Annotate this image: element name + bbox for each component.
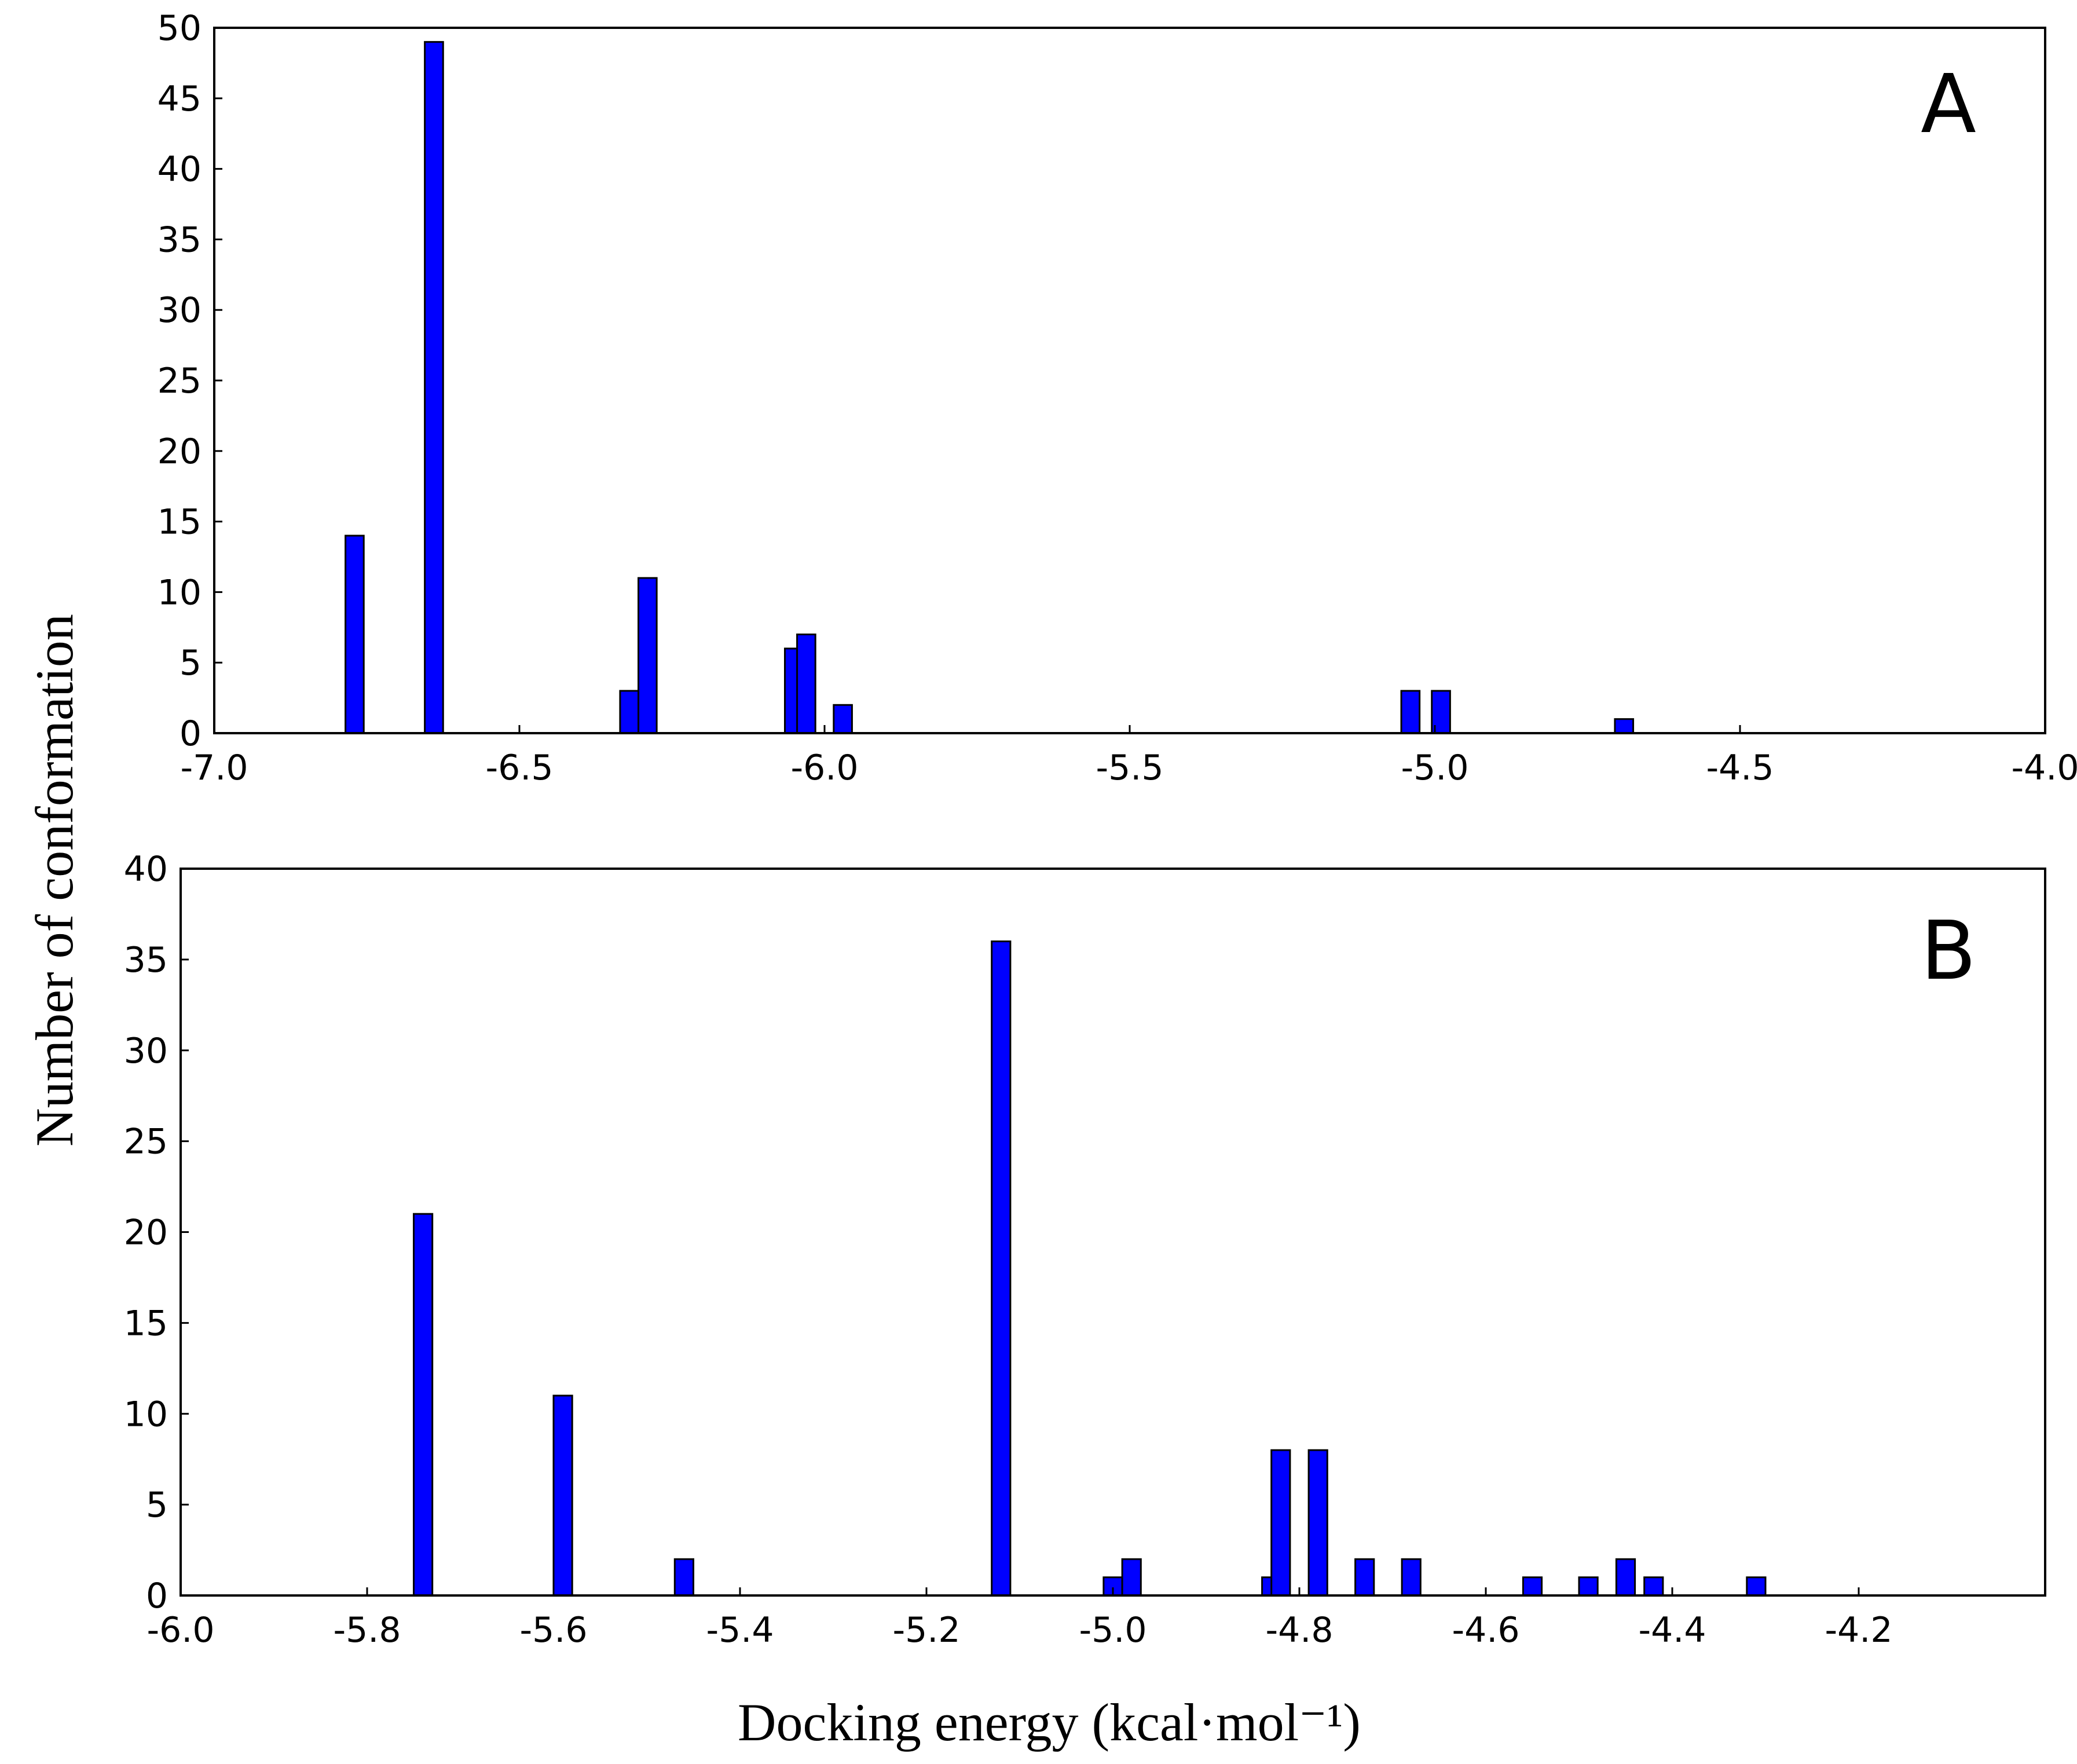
panel-a-y-tick-label: 45 — [157, 79, 202, 119]
panel-b-bar — [1307, 1449, 1328, 1597]
panel-a-y-tick-label: 40 — [157, 149, 202, 190]
panel-b-x-ticks: -6.0 -5.8 -5.6 -5.4 -5.2 -5.0 -4.8 -4.6 -4.4 -4.2 — [146, 1587, 1893, 1650]
panel-b-y-tick-label: 0 — [146, 1576, 168, 1616]
panel-b-x-tick-label: -5.8 — [333, 1610, 401, 1650]
panel-a-x-tick-label: -6.0 — [790, 748, 858, 788]
panel-a-bar — [833, 704, 853, 734]
panel-b-label: B — [1921, 904, 1976, 998]
panel-b-bar — [1270, 1449, 1291, 1597]
panel-a-y-ticks: 0 5 10 15 20 25 30 35 40 45 50 — [157, 8, 222, 754]
panel-b-bar — [1643, 1576, 1664, 1597]
panel-b-bar — [413, 1213, 434, 1597]
panel-b-bar — [552, 1395, 573, 1597]
x-axis-title: Docking energy (kcal·mol⁻¹) — [738, 1693, 1361, 1752]
panel-a-y-tick-label: 25 — [157, 361, 202, 401]
panel-b-bar — [673, 1558, 695, 1597]
panel-b-x-tick-label: -5.4 — [706, 1610, 774, 1650]
panel-b-y-tick-label: 10 — [124, 1394, 168, 1434]
panel-b-bar — [991, 940, 1012, 1597]
panel-b-bar — [1578, 1576, 1599, 1597]
panel-b-x-tick-label: -4.6 — [1452, 1610, 1519, 1650]
panel-b-bar — [1401, 1558, 1422, 1597]
panel-a-y-tick-label: 30 — [157, 290, 202, 331]
panel-a-bar — [345, 535, 365, 734]
panel-a-bar — [619, 690, 640, 734]
panel-a-y-tick-label: 0 — [180, 713, 202, 754]
panel-a-y-tick-label: 20 — [157, 431, 202, 472]
panel-b: 0 5 10 15 20 25 30 35 40 -6.0 -5.8 -5.6 -5.4 -5.2 -5.… — [124, 849, 2046, 1650]
y-axis-title: Number of conformation — [25, 614, 84, 1147]
panel-b-x-tick-label: -4.4 — [1638, 1610, 1706, 1650]
panel-a-x-tick-label: -4.5 — [1706, 748, 1774, 788]
panel-b-x-tick-label: -4.2 — [1825, 1610, 1892, 1650]
panel-b-y-tick-label: 25 — [124, 1122, 168, 1162]
panel-b-bars — [413, 940, 1767, 1597]
panel-a-y-tick-label: 10 — [157, 572, 202, 613]
panel-a-bar — [1614, 718, 1635, 734]
panel-a-label: A — [1921, 57, 1976, 152]
panel-b-x-tick-label: -5.2 — [892, 1610, 960, 1650]
panel-b-x-tick-label: -6.0 — [146, 1610, 214, 1650]
panel-a-bar — [638, 577, 658, 734]
panel-b-x-tick-label: -5.0 — [1079, 1610, 1146, 1650]
panel-a-x-tick-label: -5.5 — [1096, 748, 1163, 788]
panel-a-y-tick-label: 5 — [180, 643, 202, 683]
panel-b-y-tick-label: 5 — [146, 1485, 168, 1525]
panel-a-x-tick-label: -7.0 — [180, 748, 248, 788]
panel-b-x-tick-label: -5.6 — [519, 1610, 587, 1650]
panel-a: 0 5 10 15 20 25 30 35 40 45 50 -7.0 -6.5 -6.0 -5.5 -5.… — [157, 8, 2077, 788]
panel-a-x-tick-label: -5.0 — [1401, 748, 1468, 788]
panel-b-bar — [1354, 1558, 1375, 1597]
panel-a-y-tick-label: 35 — [157, 219, 202, 260]
panel-b-x-tick-label: -4.8 — [1265, 1610, 1333, 1650]
panel-b-bar — [1615, 1558, 1636, 1597]
panel-b-y-tick-label: 40 — [124, 849, 168, 890]
panel-b-y-tick-label: 35 — [124, 940, 168, 980]
panel-a-frame — [213, 27, 2046, 734]
panel-b-bar — [1121, 1558, 1142, 1597]
panel-b-y-tick-label: 20 — [124, 1213, 168, 1253]
panel-a-bars — [345, 41, 1635, 734]
panel-a-x-tick-label: -4.0 — [2011, 748, 2077, 788]
panel-a-bar — [796, 633, 816, 734]
panel-b-frame — [180, 868, 2046, 1597]
panel-a-x-tick-label: -6.5 — [485, 748, 553, 788]
panel-b-y-tick-label: 30 — [124, 1031, 168, 1071]
panel-b-y-tick-label: 15 — [124, 1303, 168, 1344]
panel-b-bar — [1746, 1576, 1767, 1597]
panel-b-bar — [1522, 1576, 1543, 1597]
panel-a-x-ticks: -7.0 -6.5 -6.0 -5.5 -5.0 -4.5 -4.0 — [180, 725, 2077, 788]
panel-a-bar — [424, 41, 444, 734]
panel-a-y-tick-label: 50 — [157, 8, 202, 49]
panel-a-y-tick-label: 15 — [157, 502, 202, 543]
panel-b-y-ticks: 0 5 10 15 20 25 30 35 40 — [124, 849, 189, 1616]
panel-a-bar — [1400, 690, 1421, 734]
